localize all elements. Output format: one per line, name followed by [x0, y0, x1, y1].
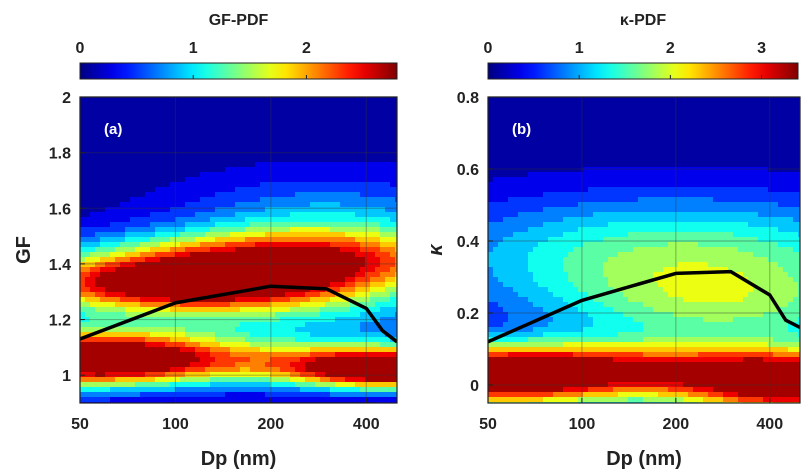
x-tick-label: 50 — [479, 416, 497, 433]
y-tick-label: 0.4 — [457, 234, 479, 251]
heatmap-field — [80, 97, 397, 403]
y-axis-label: κ — [425, 243, 447, 256]
x-tick-label: 200 — [258, 416, 285, 433]
y-tick-label: 0.2 — [457, 306, 479, 323]
y-tick-label: 1.4 — [49, 257, 71, 274]
colorbar-title: κ-PDF — [620, 12, 666, 29]
colorbar-tick-label: 0 — [76, 40, 85, 57]
x-axis-label: Dp (nm) — [201, 448, 277, 470]
x-tick-label: 200 — [662, 416, 689, 433]
panel-a: GF-PDF 0 1 2 50 100 200 400 1 1.2 1.4 1.6 1.8 2 Dp (nm… — [13, 12, 398, 470]
colorbar-tick-label: 1 — [189, 40, 198, 57]
colorbar — [487, 62, 799, 80]
colorbar-tick-label: 1 — [575, 40, 584, 57]
y-tick-label: 1.8 — [49, 146, 71, 163]
heatmap-field — [488, 97, 800, 403]
y-tick-label: 0 — [470, 378, 479, 395]
y-axis-label: GF — [13, 236, 35, 264]
x-axis-label: Dp (nm) — [606, 448, 682, 470]
panel-label: (b) — [512, 121, 531, 138]
colorbar-tick-label: 2 — [666, 40, 675, 57]
mean-line — [488, 269, 800, 344]
colorbar-tick-label: 0 — [484, 40, 493, 57]
plot-frame — [487, 96, 801, 404]
y-tick-label: 1.6 — [49, 201, 71, 218]
colorbar-tick-label: 3 — [757, 40, 766, 57]
x-tick-label: 100 — [162, 416, 189, 433]
y-tick-label: 0.8 — [457, 90, 479, 107]
y-tick-label: 1 — [62, 368, 71, 385]
y-tick-label: 1.2 — [49, 313, 71, 330]
y-tick-label: 0.6 — [457, 162, 479, 179]
panel-label: (a) — [104, 121, 122, 138]
plot-frame — [79, 96, 398, 404]
x-tick-label: 50 — [71, 416, 89, 433]
y-tick-label: 2 — [62, 90, 71, 107]
x-tick-label: 100 — [569, 416, 596, 433]
mean-line — [80, 284, 397, 344]
colorbar — [79, 62, 398, 80]
x-tick-label: 400 — [353, 416, 380, 433]
panel-b: κ-PDF 0 1 2 3 50 100 200 400 0 0.2 0.4 0.6 0.8 Dp (nm)… — [425, 12, 801, 470]
x-tick-label: 400 — [756, 416, 783, 433]
colorbar-title: GF-PDF — [209, 12, 269, 29]
colorbar-tick-label: 2 — [302, 40, 311, 57]
